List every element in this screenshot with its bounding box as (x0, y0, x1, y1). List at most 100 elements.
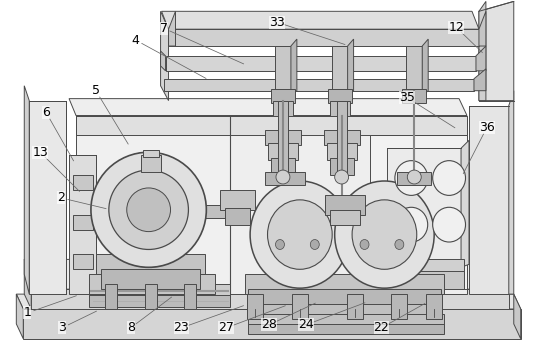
Polygon shape (76, 116, 467, 135)
Polygon shape (402, 89, 426, 103)
Polygon shape (469, 105, 509, 294)
Polygon shape (161, 11, 479, 29)
Polygon shape (326, 143, 356, 160)
Polygon shape (407, 46, 422, 96)
Polygon shape (29, 101, 66, 294)
Ellipse shape (111, 170, 186, 249)
Polygon shape (292, 294, 308, 319)
Ellipse shape (395, 240, 404, 249)
Polygon shape (479, 1, 486, 101)
Ellipse shape (433, 207, 465, 242)
Polygon shape (271, 158, 295, 175)
Polygon shape (389, 260, 464, 274)
Polygon shape (164, 79, 474, 91)
Polygon shape (330, 158, 354, 175)
Polygon shape (144, 284, 156, 309)
Polygon shape (275, 46, 291, 96)
Polygon shape (168, 29, 479, 46)
Text: 2: 2 (57, 191, 65, 204)
Polygon shape (89, 295, 230, 307)
Polygon shape (73, 255, 93, 269)
Text: 5: 5 (92, 84, 100, 97)
Polygon shape (330, 210, 360, 225)
Ellipse shape (94, 153, 203, 267)
Text: 35: 35 (399, 91, 415, 104)
Polygon shape (16, 294, 23, 339)
Polygon shape (387, 148, 461, 268)
Ellipse shape (276, 170, 290, 184)
Polygon shape (271, 89, 295, 103)
Polygon shape (514, 294, 520, 339)
Polygon shape (76, 116, 230, 294)
Ellipse shape (395, 161, 428, 195)
Polygon shape (73, 215, 93, 230)
Polygon shape (25, 260, 509, 289)
Polygon shape (347, 294, 362, 319)
Ellipse shape (433, 161, 465, 195)
Polygon shape (474, 69, 486, 91)
Polygon shape (230, 116, 467, 294)
Polygon shape (248, 324, 444, 334)
Polygon shape (479, 11, 486, 46)
Polygon shape (201, 205, 240, 218)
Polygon shape (265, 172, 305, 185)
Ellipse shape (360, 240, 369, 249)
Text: 22: 22 (373, 321, 389, 334)
Text: 36: 36 (479, 121, 495, 134)
Ellipse shape (268, 200, 332, 269)
Ellipse shape (275, 240, 284, 249)
Polygon shape (389, 271, 464, 289)
Polygon shape (509, 91, 514, 294)
Polygon shape (332, 46, 348, 96)
Polygon shape (337, 101, 347, 175)
Text: 23: 23 (174, 321, 189, 334)
Polygon shape (225, 208, 250, 225)
Polygon shape (166, 56, 476, 71)
Polygon shape (426, 294, 442, 319)
Polygon shape (184, 284, 196, 309)
Polygon shape (220, 190, 255, 210)
Polygon shape (461, 140, 469, 268)
Polygon shape (268, 143, 298, 160)
Polygon shape (23, 309, 520, 339)
Polygon shape (250, 304, 439, 317)
Polygon shape (69, 99, 467, 116)
Polygon shape (248, 314, 444, 327)
Text: 27: 27 (219, 321, 234, 334)
Text: 4: 4 (132, 34, 140, 47)
Text: 7: 7 (160, 22, 167, 35)
Ellipse shape (127, 188, 171, 232)
Polygon shape (265, 130, 301, 145)
Text: 8: 8 (127, 321, 135, 334)
Polygon shape (325, 195, 365, 215)
Polygon shape (370, 135, 467, 289)
Ellipse shape (126, 186, 171, 234)
Text: 13: 13 (32, 146, 48, 159)
Polygon shape (16, 294, 520, 309)
Ellipse shape (310, 240, 319, 249)
Polygon shape (273, 101, 293, 116)
Ellipse shape (91, 152, 207, 268)
Text: 1: 1 (23, 306, 31, 319)
Polygon shape (96, 255, 205, 274)
Polygon shape (168, 11, 175, 46)
Polygon shape (291, 39, 297, 96)
Text: 33: 33 (269, 16, 285, 29)
Polygon shape (161, 51, 166, 71)
Polygon shape (422, 39, 428, 96)
Polygon shape (348, 39, 354, 96)
Polygon shape (248, 289, 441, 307)
Polygon shape (479, 1, 514, 101)
Polygon shape (161, 11, 168, 101)
Polygon shape (476, 46, 486, 71)
Text: 12: 12 (448, 21, 464, 34)
Polygon shape (141, 155, 161, 172)
Ellipse shape (109, 170, 189, 249)
Polygon shape (31, 289, 509, 309)
Ellipse shape (407, 170, 421, 184)
Polygon shape (101, 269, 201, 289)
Polygon shape (391, 294, 407, 319)
Polygon shape (89, 284, 230, 297)
Text: 3: 3 (58, 321, 66, 334)
Polygon shape (25, 86, 29, 294)
